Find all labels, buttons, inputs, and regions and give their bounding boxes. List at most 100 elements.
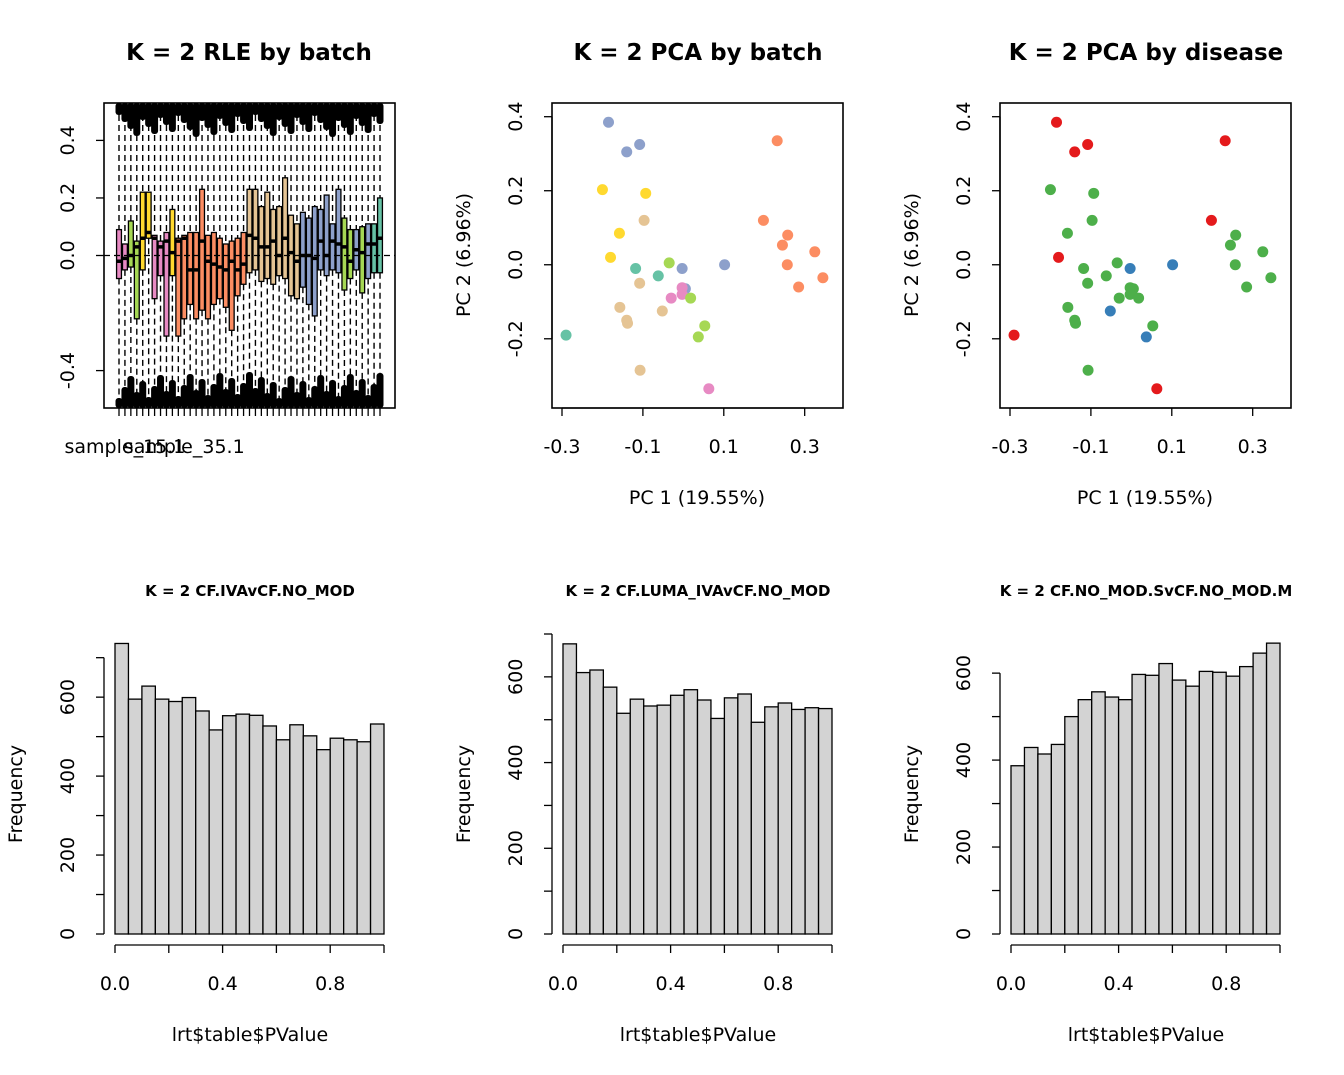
histogram-bar <box>275 739 291 935</box>
outliers-bottom <box>340 385 348 408</box>
box <box>359 226 366 294</box>
histogram-bar <box>195 710 210 935</box>
histogram-bar <box>656 704 672 935</box>
plot-area <box>104 103 395 408</box>
histogram-bar <box>208 729 224 935</box>
histogram-bar <box>723 697 739 935</box>
data-point <box>1241 281 1253 293</box>
y-tick-label: -0.4 <box>57 352 79 389</box>
data-point <box>1111 257 1123 269</box>
y-tick-label: 0.4 <box>57 125 79 155</box>
chart-title: K = 2 CF.IVAvCF.NO_MOD <box>145 582 355 600</box>
data-point <box>1257 246 1269 258</box>
data-point <box>634 277 646 289</box>
outliers-bottom <box>323 391 331 408</box>
x-tick-label: sample_35.1 <box>124 436 245 458</box>
box <box>276 205 283 277</box>
outliers-top <box>293 103 301 118</box>
outliers-bottom <box>133 392 141 408</box>
outliers-top <box>115 103 123 115</box>
pca-disease-panel: K = 2 PCA by disease -0.3 -0.1 0.1 0.3 -0.2 0… <box>901 40 1292 509</box>
x-tick-label: 0.3 <box>790 436 820 458</box>
outliers-bottom <box>162 391 170 408</box>
x-tick-label: -0.1 <box>624 436 661 458</box>
outliers-bottom <box>127 376 135 408</box>
outliers-bottom <box>281 387 289 408</box>
outliers-bottom <box>358 379 366 408</box>
data-point <box>781 259 793 271</box>
histogram-bar <box>575 671 591 935</box>
data-point <box>793 281 805 293</box>
histogram-bar <box>791 708 806 935</box>
outliers-top <box>299 103 307 125</box>
data-point <box>1124 262 1136 274</box>
x-tick-label: 0.0 <box>548 973 578 995</box>
histogram-bar <box>289 724 304 935</box>
outliers-bottom <box>198 379 206 408</box>
histogram-bar <box>114 642 130 935</box>
y-tick-label: 0 <box>57 928 79 940</box>
x-tick-label: -0.1 <box>1072 436 1109 458</box>
x-axis-label: lrt$table$PValue <box>1068 1024 1224 1046</box>
data-point <box>1147 320 1159 332</box>
data-point <box>1051 116 1063 128</box>
outliers-bottom <box>121 387 129 408</box>
data-point <box>630 262 642 274</box>
y-tick-label: 0.2 <box>505 176 527 206</box>
x-axis-label: lrt$table$PValue <box>172 1024 328 1046</box>
box <box>246 188 253 274</box>
box <box>204 234 212 320</box>
box <box>234 237 241 297</box>
outliers-bottom <box>287 376 295 408</box>
y-tick-label: 0.4 <box>953 102 975 132</box>
data-point <box>634 138 646 150</box>
box <box>240 231 247 285</box>
data-point <box>665 292 677 304</box>
y-tick-label: 0 <box>953 928 975 940</box>
y-tick-label: 0.0 <box>57 240 79 270</box>
histogram-bar <box>316 749 331 935</box>
data-point <box>1082 277 1094 289</box>
data-point <box>603 116 615 128</box>
box <box>127 220 134 268</box>
y-tick-label: 400 <box>953 742 975 778</box>
histogram-bar <box>602 686 618 935</box>
outliers-bottom <box>246 372 253 408</box>
box <box>370 223 378 274</box>
chart-title: K = 2 CF.NO_MOD.SvCF.NO_MOD.M <box>1000 582 1293 600</box>
histogram-panel-1: K = 2 CF.IVAvCF.NO_MOD 0.0 0.4 0.8 0 200 400 6… <box>5 582 385 1046</box>
outliers-bottom <box>186 374 194 408</box>
outliers-bottom <box>269 382 277 408</box>
plot-area <box>1010 642 1281 935</box>
outliers-top <box>275 103 283 120</box>
outliers-bottom <box>174 396 182 408</box>
outliers-top <box>311 103 319 116</box>
outliers-top <box>329 103 337 137</box>
histogram-bar <box>817 707 833 935</box>
histogram-bar <box>589 669 605 935</box>
chart-title: K = 2 PCA by batch <box>573 40 822 66</box>
histogram-bar <box>168 700 183 935</box>
outliers-top <box>216 103 224 119</box>
outliers-top <box>151 103 159 134</box>
histogram-bar <box>1104 696 1120 935</box>
data-point <box>1078 262 1090 274</box>
outliers-top <box>186 103 194 130</box>
histogram-bar <box>1198 670 1214 935</box>
outliers-bottom <box>157 375 165 408</box>
data-point <box>1008 329 1020 341</box>
histogram-bar <box>764 706 779 935</box>
data-point <box>692 331 704 343</box>
histogram-bar <box>1144 674 1160 935</box>
rle-boxplot-panel: K = 2 RLE by batch -0.4 0.0 0.2 0.4 sample_1… <box>57 40 396 458</box>
outliers-bottom <box>216 373 224 408</box>
histogram-bar <box>329 737 345 935</box>
histogram-panel-3: K = 2 CF.NO_MOD.SvCF.NO_MOD.M 0.0 0.4 0.80… <box>901 582 1292 1046</box>
x-tick-label: 0.1 <box>709 436 739 458</box>
x-tick-label: 0.0 <box>100 973 130 995</box>
x-tick-label: 0.4 <box>1103 973 1133 995</box>
x-axis-label: lrt$table$PValue <box>620 1024 776 1046</box>
data-point <box>757 214 769 226</box>
outliers-top <box>192 103 200 137</box>
histogram-bar <box>737 693 752 935</box>
